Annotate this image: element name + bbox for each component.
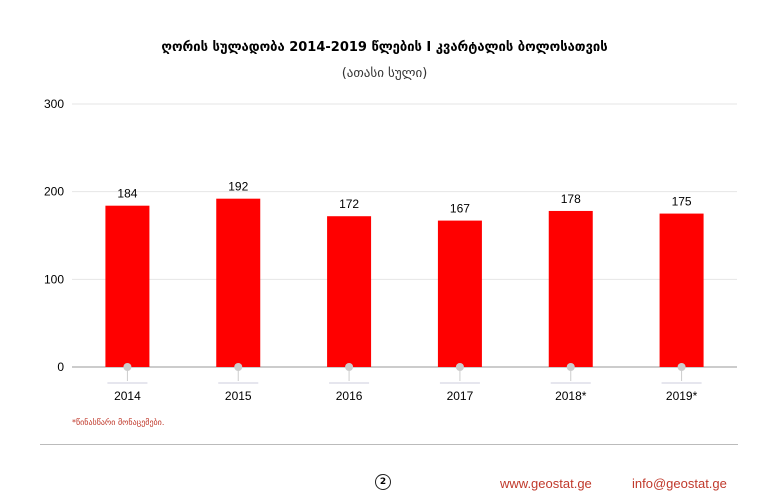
data-label: 172 [339, 197, 359, 211]
bar [327, 216, 372, 367]
data-label: 178 [561, 192, 581, 206]
y-tick-label: 300 [44, 97, 64, 111]
y-tick-label: 0 [57, 360, 64, 374]
y-tick-label: 100 [44, 272, 64, 286]
data-label: 192 [228, 180, 248, 194]
point-marker [566, 363, 575, 371]
point-marker [123, 363, 132, 371]
website-link[interactable]: www.geostat.ge [500, 476, 592, 491]
divider [40, 444, 738, 445]
data-label: 184 [117, 187, 137, 201]
bar [105, 205, 150, 367]
point-marker [677, 363, 686, 371]
x-tick-label: 2018* [555, 389, 587, 403]
bar [659, 213, 704, 367]
y-tick-label: 200 [44, 185, 64, 199]
x-tick-label: 2016 [336, 389, 363, 403]
bar [437, 220, 482, 367]
point-marker [234, 363, 243, 371]
chart-subtitle: (ათასი სული) [341, 66, 428, 81]
data-label: 167 [450, 202, 470, 216]
data-label: 175 [672, 195, 692, 209]
x-tick-label: 2017 [447, 389, 474, 403]
email-link[interactable]: info@geostat.ge [632, 476, 727, 491]
point-marker [345, 363, 354, 371]
bar-chart: 0 100 200 300 184 2014 192 2015 172 2016 167 2017 17… [44, 97, 737, 403]
chart-title: ღორის სულადობა 2014-2019 წლების I კვარტა… [161, 40, 608, 55]
page-number: 2 [375, 474, 391, 490]
x-tick-label: 2015 [225, 389, 252, 403]
x-tick-label: 2019* [666, 389, 698, 403]
point-marker [455, 363, 464, 371]
footnote: *წინასწარი მონაცემები. [72, 418, 165, 427]
x-tick-label: 2014 [114, 389, 141, 403]
bar [216, 198, 261, 367]
bar [548, 210, 593, 367]
